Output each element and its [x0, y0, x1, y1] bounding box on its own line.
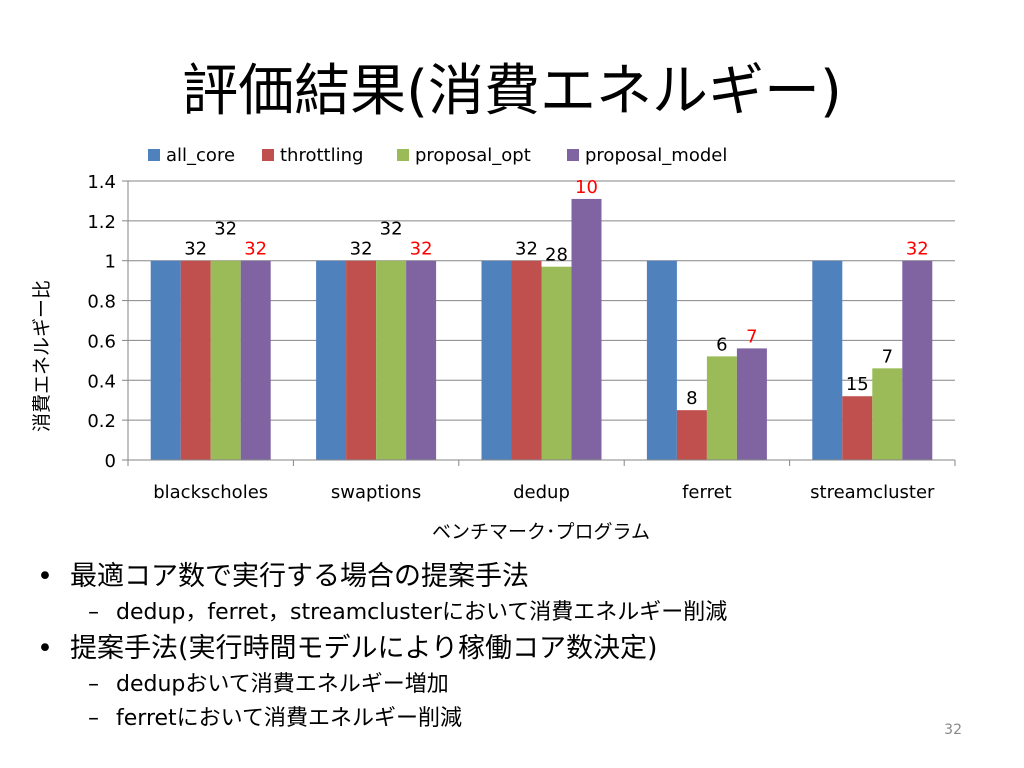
x-tick-label: ferret	[682, 482, 732, 503]
y-tick-label: 0.6	[87, 331, 116, 352]
bar-all_core-swaptions	[316, 260, 347, 460]
legend-label-throttling: throttling	[280, 145, 363, 166]
legend-label-all_core: all_core	[166, 145, 235, 166]
energy-bar-chart: 0 0.2 0.4 0.6 0.8 1 1.2 1.4 blackscholes swaption…	[31, 145, 956, 543]
data-label: 32	[410, 239, 433, 260]
bar-proposal_opt-swaptions	[376, 260, 407, 460]
bar-all_core-blackscholes	[150, 260, 181, 460]
bar-throttling-dedup	[511, 260, 542, 460]
sub-bullet-text: dedup，ferret，streamclusterにおいて消費エネルギー削減	[116, 600, 728, 625]
sub-bullet-text: dedupおいて消費エネルギー増加	[116, 672, 449, 697]
bar-all_core-dedup	[481, 260, 512, 460]
data-label: 32	[350, 239, 373, 260]
bullet-text: 最適コア数で実行する場合の提案手法	[70, 561, 529, 592]
bar-throttling-blackscholes	[180, 260, 211, 460]
bullet-list: • 最適コア数で実行する場合の提案手法 – dedup，ferret，strea…	[30, 558, 990, 736]
data-label: 32	[244, 239, 267, 260]
x-tick-label: blackscholes	[153, 482, 268, 503]
data-label: 15	[846, 374, 869, 395]
bar-proposal_opt-blackscholes	[210, 260, 241, 460]
sub-bullet-item-1-1: – dedup，ferret，streamclusterにおいて消費エネルギー削…	[30, 596, 990, 630]
y-tick-label: 1.2	[87, 212, 116, 233]
bar-proposal_opt-ferret	[706, 356, 737, 460]
legend-swatch-throttling	[262, 149, 274, 161]
bar-all_core-streamcluster	[812, 260, 843, 460]
bar-throttling-streamcluster	[842, 396, 873, 460]
x-tick-label: dedup	[513, 482, 570, 503]
sub-bullet-dash: –	[88, 672, 99, 697]
bullet-text: 提案手法(実行時間モデルにより稼働コア数決定)	[70, 633, 658, 664]
y-tick-label: 0.8	[87, 292, 116, 313]
bar-throttling-ferret	[676, 410, 707, 460]
page-number: 32	[944, 722, 962, 738]
bar-proposal_model-dedup	[571, 198, 602, 460]
bullet-item-2: • 提案手法(実行時間モデルにより稼働コア数決定)	[30, 630, 990, 668]
sub-bullet-text: ferretにおいて消費エネルギー削減	[116, 706, 463, 731]
data-label: 7	[746, 326, 757, 347]
y-axis-title: 消費エネルギー比	[31, 280, 53, 432]
bullet-dot: •	[37, 633, 53, 664]
sub-bullet-dash: –	[88, 706, 99, 731]
legend-swatch-all_core	[148, 149, 160, 161]
legend-label-proposal_opt: proposal_opt	[415, 145, 531, 166]
bar-proposal_model-swaptions	[406, 260, 437, 460]
data-label: 32	[184, 239, 207, 260]
data-label: 10	[575, 177, 598, 198]
x-axis-title: ベンチマーク･プログラム	[432, 521, 650, 543]
bar-proposal_model-ferret	[736, 348, 767, 460]
data-label: 32	[380, 219, 403, 240]
data-label: 8	[686, 388, 697, 409]
bar-proposal_opt-dedup	[541, 266, 572, 460]
y-tick-label: 1.4	[87, 172, 116, 193]
x-tick-label: streamcluster	[810, 482, 935, 503]
bar-proposal_model-streamcluster	[902, 260, 933, 460]
bar-proposal_opt-streamcluster	[872, 368, 903, 460]
y-tick-label: 0	[105, 451, 116, 472]
x-tick-label: swaptions	[331, 482, 421, 503]
sub-bullet-item-2-1: – dedupおいて消費エネルギー増加	[30, 668, 990, 702]
sub-bullet-dash: –	[88, 600, 99, 625]
bullet-dot: •	[37, 561, 53, 592]
data-label: 32	[515, 239, 538, 260]
slide-title: 評価結果(消費エネルギー)	[182, 59, 842, 124]
data-label: 6	[716, 334, 727, 355]
y-tick-label: 0.2	[87, 411, 116, 432]
bar-throttling-swaptions	[346, 260, 377, 460]
data-label: 28	[545, 245, 568, 266]
legend-swatch-proposal_opt	[397, 149, 409, 161]
bar-proposal_model-blackscholes	[240, 260, 271, 460]
bar-all_core-ferret	[646, 260, 677, 460]
bullet-item-1: • 最適コア数で実行する場合の提案手法	[30, 558, 990, 596]
legend-swatch-proposal_model	[567, 149, 579, 161]
y-tick-label: 0.4	[87, 371, 116, 392]
sub-bullet-item-2-2: – ferretにおいて消費エネルギー削減	[30, 702, 990, 736]
data-label: 32	[214, 219, 237, 240]
data-label: 7	[882, 346, 893, 367]
y-tick-label: 1	[105, 252, 116, 273]
data-label: 32	[906, 239, 929, 260]
legend-label-proposal_model: proposal_model	[585, 145, 727, 166]
